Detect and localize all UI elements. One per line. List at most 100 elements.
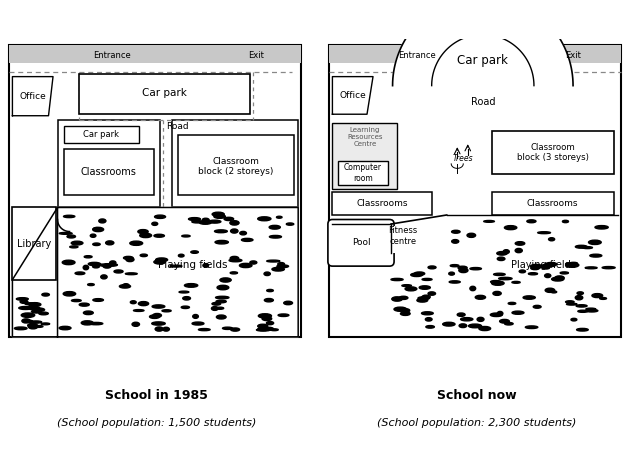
Ellipse shape	[70, 246, 78, 248]
Ellipse shape	[452, 230, 460, 233]
Ellipse shape	[276, 216, 282, 218]
Text: Car park: Car park	[83, 130, 119, 139]
Ellipse shape	[99, 219, 106, 223]
Ellipse shape	[183, 297, 191, 300]
Ellipse shape	[575, 245, 588, 248]
Ellipse shape	[258, 217, 271, 221]
Ellipse shape	[508, 302, 516, 304]
Ellipse shape	[586, 309, 598, 312]
Ellipse shape	[592, 294, 603, 298]
Text: Computer
room: Computer room	[344, 163, 382, 183]
Ellipse shape	[21, 313, 35, 318]
FancyBboxPatch shape	[330, 45, 621, 63]
Ellipse shape	[120, 285, 131, 288]
Ellipse shape	[184, 284, 198, 287]
Polygon shape	[12, 77, 53, 116]
Ellipse shape	[198, 328, 210, 331]
Ellipse shape	[154, 215, 166, 218]
Ellipse shape	[162, 310, 171, 312]
Ellipse shape	[269, 226, 280, 229]
Ellipse shape	[19, 307, 32, 309]
Ellipse shape	[452, 239, 459, 243]
Ellipse shape	[241, 239, 253, 241]
Ellipse shape	[138, 230, 148, 234]
Ellipse shape	[479, 327, 491, 331]
Ellipse shape	[202, 218, 209, 222]
Ellipse shape	[417, 299, 428, 302]
Ellipse shape	[468, 324, 481, 328]
FancyBboxPatch shape	[332, 193, 432, 215]
Ellipse shape	[123, 284, 129, 287]
Ellipse shape	[519, 270, 525, 273]
Ellipse shape	[278, 314, 289, 317]
Ellipse shape	[504, 322, 513, 325]
Ellipse shape	[214, 230, 227, 233]
Ellipse shape	[531, 267, 540, 270]
Ellipse shape	[14, 327, 27, 330]
Text: School now: School now	[437, 389, 516, 402]
Ellipse shape	[239, 263, 252, 267]
Ellipse shape	[170, 265, 182, 267]
Polygon shape	[392, 0, 573, 86]
Ellipse shape	[199, 221, 211, 224]
Ellipse shape	[79, 303, 89, 306]
Ellipse shape	[493, 273, 505, 276]
Ellipse shape	[192, 221, 203, 223]
Text: Entrance: Entrance	[398, 51, 435, 60]
Ellipse shape	[230, 256, 239, 260]
FancyBboxPatch shape	[391, 226, 438, 253]
Ellipse shape	[250, 261, 257, 264]
Text: Playing fields: Playing fields	[158, 260, 228, 270]
Ellipse shape	[470, 267, 481, 270]
Ellipse shape	[153, 313, 161, 318]
Ellipse shape	[28, 323, 38, 328]
Ellipse shape	[106, 241, 114, 245]
Ellipse shape	[449, 272, 454, 275]
Ellipse shape	[75, 272, 85, 275]
Ellipse shape	[31, 310, 42, 313]
Ellipse shape	[602, 267, 615, 269]
Ellipse shape	[154, 234, 164, 237]
Ellipse shape	[31, 308, 40, 310]
Ellipse shape	[193, 314, 198, 318]
Ellipse shape	[538, 232, 550, 234]
Ellipse shape	[189, 217, 200, 221]
FancyBboxPatch shape	[328, 220, 394, 266]
Ellipse shape	[443, 322, 455, 326]
Ellipse shape	[103, 264, 111, 268]
FancyBboxPatch shape	[332, 123, 397, 189]
Ellipse shape	[152, 305, 165, 308]
Ellipse shape	[217, 285, 229, 290]
Ellipse shape	[267, 290, 273, 292]
Ellipse shape	[203, 263, 209, 267]
Ellipse shape	[258, 328, 269, 331]
Ellipse shape	[90, 322, 103, 325]
Ellipse shape	[22, 319, 30, 323]
FancyBboxPatch shape	[330, 45, 621, 337]
Ellipse shape	[33, 308, 45, 312]
Ellipse shape	[259, 314, 271, 318]
Ellipse shape	[399, 296, 408, 299]
Ellipse shape	[264, 299, 273, 302]
FancyBboxPatch shape	[63, 149, 154, 195]
Ellipse shape	[529, 273, 538, 275]
Ellipse shape	[105, 263, 117, 266]
Ellipse shape	[578, 310, 588, 313]
Ellipse shape	[88, 262, 100, 266]
Ellipse shape	[114, 270, 123, 273]
Ellipse shape	[264, 327, 273, 331]
Ellipse shape	[552, 277, 564, 281]
Text: Exit: Exit	[565, 51, 581, 60]
Ellipse shape	[418, 297, 429, 299]
Ellipse shape	[93, 228, 100, 230]
Ellipse shape	[67, 235, 76, 238]
Ellipse shape	[209, 220, 221, 223]
Ellipse shape	[542, 264, 555, 267]
Ellipse shape	[582, 247, 593, 249]
Text: Classroom
block (2 storeys): Classroom block (2 storeys)	[198, 156, 273, 176]
FancyBboxPatch shape	[10, 45, 301, 337]
FancyBboxPatch shape	[172, 120, 298, 207]
Ellipse shape	[266, 322, 274, 325]
Ellipse shape	[41, 323, 50, 325]
Ellipse shape	[181, 306, 189, 308]
